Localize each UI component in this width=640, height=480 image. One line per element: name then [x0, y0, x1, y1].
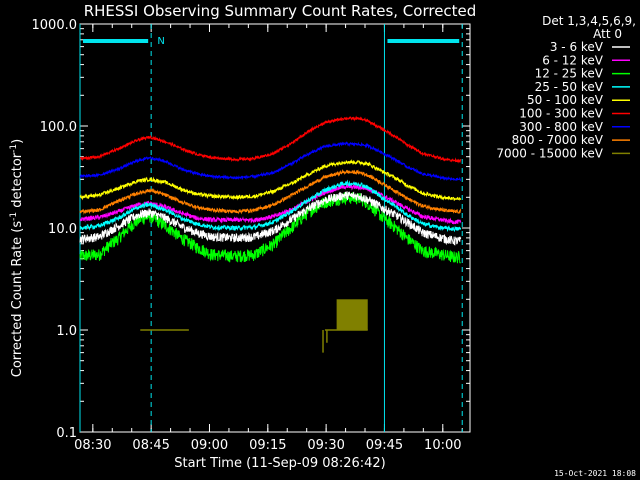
- flag-label: N: [157, 36, 164, 47]
- legend-label-4: 50 - 100 keV: [527, 93, 604, 107]
- legend-label-2: 12 - 25 keV: [535, 67, 604, 81]
- y-axis-label-main: Corrected Count Rate (s: [10, 221, 25, 378]
- y-axis-label-mid: detector: [10, 152, 25, 212]
- y-tick-label: 1.0: [56, 324, 77, 339]
- y-axis-label: Corrected Count Rate (s-1 detector-1): [9, 139, 25, 377]
- x-axis-label: Start Time (11-Sep-09 08:26:42): [174, 456, 385, 471]
- x-tick-label: 09:00: [191, 438, 228, 453]
- series-line-5: [79, 115, 462, 164]
- legend-header-line-2: Att 0: [593, 27, 622, 41]
- x-tick-label: 09:30: [307, 438, 344, 453]
- legend-header-line-1: Det 1,3,4,5,6,9,: [542, 14, 636, 28]
- x-tick-label: 09:15: [249, 438, 286, 453]
- y-axis-label-end: ): [10, 139, 25, 144]
- y-tick-label: 10.0: [48, 222, 77, 237]
- x-tick-label: 08:30: [74, 438, 111, 453]
- series-line-3: [79, 179, 462, 233]
- y-tick-label: 0.1: [56, 426, 77, 441]
- flag-bar: [83, 39, 149, 43]
- legend-label-8: 7000 - 15000 keV: [496, 146, 603, 160]
- timestamp: 15-Oct-2021 18:08: [554, 469, 636, 478]
- y-tick-label: 100.0: [40, 120, 77, 135]
- legend-label-6: 300 - 800 keV: [519, 120, 603, 134]
- legend-label-3: 25 - 50 keV: [535, 80, 604, 94]
- legend-label-0: 3 - 6 keV: [550, 40, 604, 54]
- y-tick-label: 1000.0: [32, 18, 78, 33]
- series-line-7: [79, 168, 462, 215]
- x-tick-label: 10:00: [424, 438, 461, 453]
- series-line-4: [79, 159, 462, 202]
- plot-area: 0.1 1.0 10.0 100.0 1000.0 08:30 08:45 09:00 09:1…: [32, 18, 471, 453]
- y-axis-label-sup2: -1: [9, 144, 19, 153]
- y-axis-label-sup1: -1: [9, 212, 19, 221]
- x-tick-label: 09:45: [366, 438, 403, 453]
- chart-title: RHESSI Observing Summary Count Rates, Co…: [84, 2, 477, 20]
- svg-text:Corrected Count Rate (s-1 dete: Corrected Count Rate (s-1 detector-1): [9, 139, 25, 377]
- legend-label-5: 100 - 300 keV: [519, 107, 603, 121]
- series-line-6: [79, 141, 462, 182]
- series-line-0: [79, 191, 462, 246]
- flag-bar: [387, 39, 460, 43]
- olive-block: [336, 299, 368, 330]
- x-tick-label: 08:45: [132, 438, 169, 453]
- legend-label-1: 6 - 12 keV: [542, 53, 604, 67]
- legend-label-7: 800 - 7000 keV: [512, 133, 604, 147]
- series-line-2: [79, 192, 462, 264]
